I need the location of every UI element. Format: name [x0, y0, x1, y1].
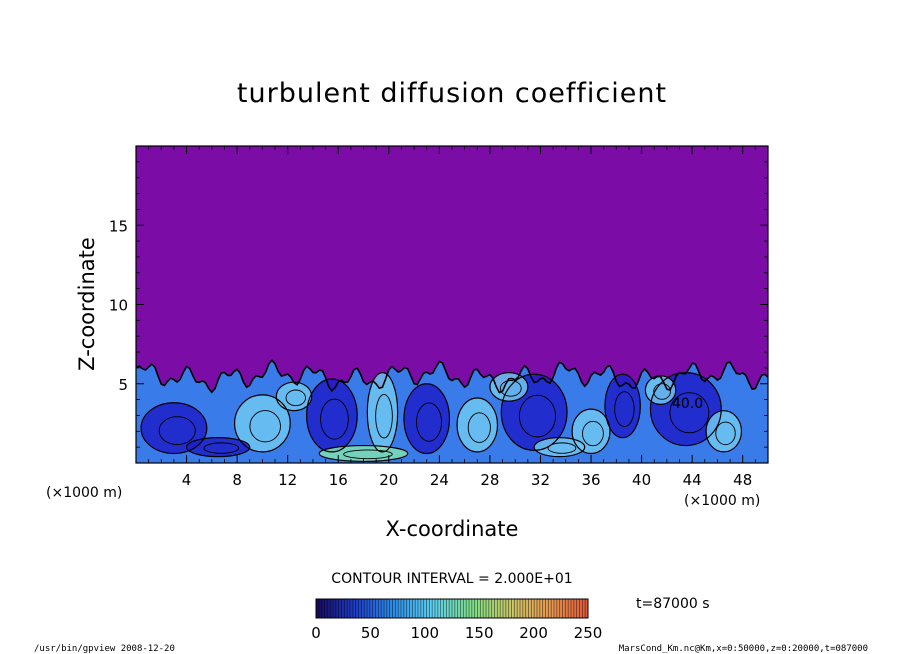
- plot-area: 40.0: [135, 145, 769, 464]
- x-tick-label: 4: [182, 471, 192, 489]
- eddy-inner-contour: [285, 389, 306, 407]
- eddy-inner-contour: [518, 394, 556, 438]
- eddy-contour: [233, 394, 291, 453]
- x-unit-label-right: (×1000 m): [684, 493, 760, 509]
- y-tick-label: 5: [118, 376, 128, 394]
- x-axis-ticks: 4 8 12 16 20 24 28 32 36 40 44 48: [148, 146, 756, 489]
- x-tick-label: 40: [632, 471, 651, 489]
- eddy-contour: [456, 397, 499, 453]
- eddy-inner-contour: [614, 391, 635, 427]
- eddy-inner-contour: [653, 383, 671, 400]
- eddy-inner-contour: [547, 442, 577, 454]
- colorbar-tick-label: 0: [311, 624, 321, 642]
- eddy-contour: [571, 408, 611, 455]
- y-tick-label: 15: [109, 217, 128, 235]
- x-axis-label: X-coordinate: [386, 517, 519, 541]
- eddy-inner-contour: [343, 449, 393, 460]
- y-axis-ticks: 5 10 15: [109, 161, 768, 448]
- eddy-inner-contour: [158, 416, 196, 446]
- colorbar-tick-label: 100: [410, 624, 439, 642]
- colorbar-tick-label: 50: [361, 624, 380, 642]
- eddy-inner-contour: [467, 412, 491, 443]
- colorbar-tick-label: 150: [465, 624, 494, 642]
- eddy-contour: [275, 381, 313, 412]
- boundary-layer-top-contour: [136, 358, 768, 394]
- colorbar-tick-labels: 0 50 100 150 200 250: [311, 624, 602, 642]
- eddy-inner-contour: [499, 380, 522, 397]
- eddy-contour: [500, 373, 568, 451]
- x-unit-label-left: (×1000 m): [46, 485, 122, 501]
- eddy-inner-contour: [416, 402, 442, 442]
- eddy-contour: [489, 372, 529, 402]
- eddy-contour: [140, 402, 208, 455]
- eddy-contour: [403, 383, 451, 455]
- contour-lines: [136, 358, 768, 463]
- colorbar: 0 50 100 150 200 250: [311, 598, 602, 642]
- x-tick-label: 28: [480, 471, 499, 489]
- chart-title: turbulent diffusion coefficient: [237, 78, 667, 109]
- eddy-contour: [366, 372, 399, 453]
- x-tick-label: 12: [278, 471, 297, 489]
- eddy-inner-contour: [715, 421, 736, 446]
- x-tick-label: 44: [683, 471, 702, 489]
- contour-interval-text: CONTOUR INTERVAL = 2.000E+01: [331, 571, 572, 587]
- eddy-inner-contour: [249, 410, 281, 443]
- footer-right: MarsCond_Km.nc@Km,x=0:50000,z=0:20000,t=…: [619, 644, 868, 654]
- x-tick-label: 8: [232, 471, 242, 489]
- y-axis-label: Z-coordinate: [75, 237, 99, 371]
- footer-left: /usr/bin/gpview 2008-12-20: [34, 644, 175, 654]
- eddy-inner-contour: [582, 420, 604, 447]
- x-tick-label: 48: [733, 471, 752, 489]
- eddy-inner-contour: [203, 442, 240, 454]
- x-tick-label: 20: [379, 471, 398, 489]
- x-tick-label: 16: [329, 471, 348, 489]
- x-tick-label: 36: [581, 471, 600, 489]
- eddy-contour: [604, 373, 641, 439]
- colorbar-tick-label: 200: [519, 624, 548, 642]
- eddy-inner-contour: [375, 393, 393, 439]
- contour-value-label: 40.0: [672, 396, 703, 412]
- eddy-contour: [185, 437, 251, 458]
- eddy-inner-contour: [320, 398, 349, 440]
- x-tick-label: 32: [531, 471, 550, 489]
- colorbar-frame: [315, 598, 589, 619]
- eddy-inner-contour: [669, 392, 710, 434]
- eddy-contour: [649, 372, 722, 447]
- time-label: t=87000 s: [636, 596, 710, 612]
- x-tick-label: 24: [430, 471, 449, 489]
- eddy-contour: [306, 378, 358, 453]
- eddy-contour: [705, 410, 743, 453]
- y-tick-label: 10: [109, 297, 128, 315]
- eddy-region: [306, 378, 358, 452]
- eddy-contour: [644, 375, 677, 405]
- eddy-contour: [533, 437, 586, 458]
- colorbar-tick-label: 250: [574, 624, 603, 642]
